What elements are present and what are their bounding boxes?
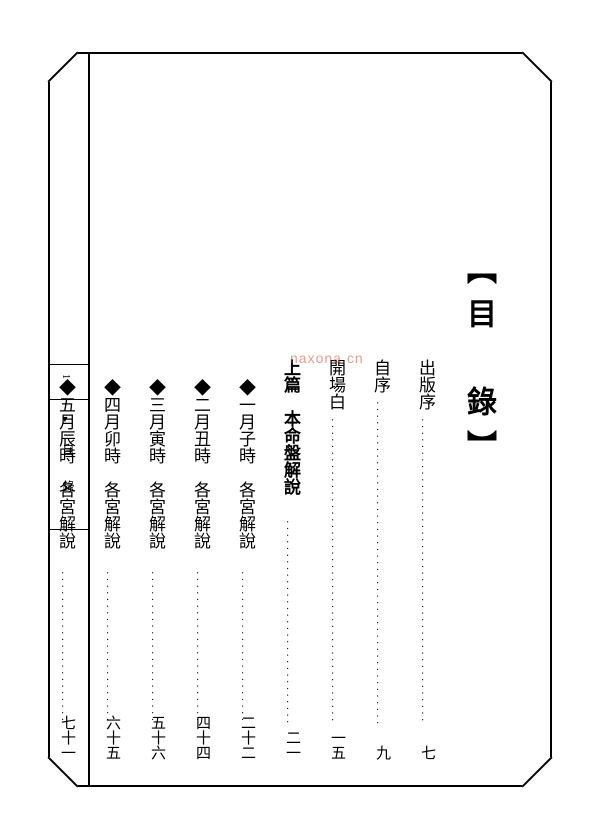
page-title: 【目 錄】 [456, 74, 530, 765]
toc-page-number: 五十六 [147, 715, 168, 760]
toc-leader-dots: ········································… [101, 571, 113, 725]
toc-page-number: 二十二 [237, 715, 258, 760]
toc-leader-dots: ········································… [56, 571, 68, 725]
toc-entry: 開場白·····································… [323, 74, 348, 765]
toc-page-number: 二一 [282, 730, 303, 760]
toc-container: 出版序·····································… [53, 74, 438, 765]
bracket-open: 【 [462, 254, 495, 298]
toc-page-number: 一五 [327, 730, 348, 760]
page-frame: 11 ▼ 目 錄 【目 錄】 出版序······················… [48, 52, 552, 787]
toc-page-number: 六十五 [102, 715, 123, 760]
bracket-close: 】 [462, 430, 495, 474]
toc-leader-dots: ········································… [326, 418, 338, 725]
toc-entry: 上篇 本命盤解說································… [278, 74, 303, 765]
toc-page-number: 四十四 [192, 715, 213, 760]
toc-leader-dots: ········································… [281, 520, 293, 725]
toc-leader-dots: ········································… [416, 418, 428, 725]
toc-entry: ◆四月卯時 各宮解說······························… [98, 74, 123, 765]
title-text: 目 錄 [462, 298, 495, 430]
toc-leader-dots: ········································… [146, 571, 158, 725]
toc-page-number: 七十一 [57, 715, 78, 760]
watermark: naxona.cn [290, 350, 364, 366]
toc-entry: ◆二月丑時 各宮解說······························… [188, 74, 213, 765]
toc-page-number: 九 [372, 745, 393, 760]
toc-page-number: 七 [417, 745, 438, 760]
toc-entry: ◆五月辰時 各宮解說······························… [53, 74, 78, 765]
toc-entry: 自序······································… [368, 74, 393, 765]
toc-entry: ◆三月寅時 各宮解說······························… [143, 74, 168, 765]
content-area: 【目 錄】 出版序·······························… [100, 74, 530, 765]
toc-leader-dots: ········································… [371, 401, 383, 725]
toc-leader-dots: ········································… [236, 571, 248, 725]
toc-entry: ◆一月子時 各宮解說······························… [233, 74, 258, 765]
toc-entry: 出版序·····································… [413, 74, 438, 765]
toc-leader-dots: ········································… [191, 571, 203, 725]
